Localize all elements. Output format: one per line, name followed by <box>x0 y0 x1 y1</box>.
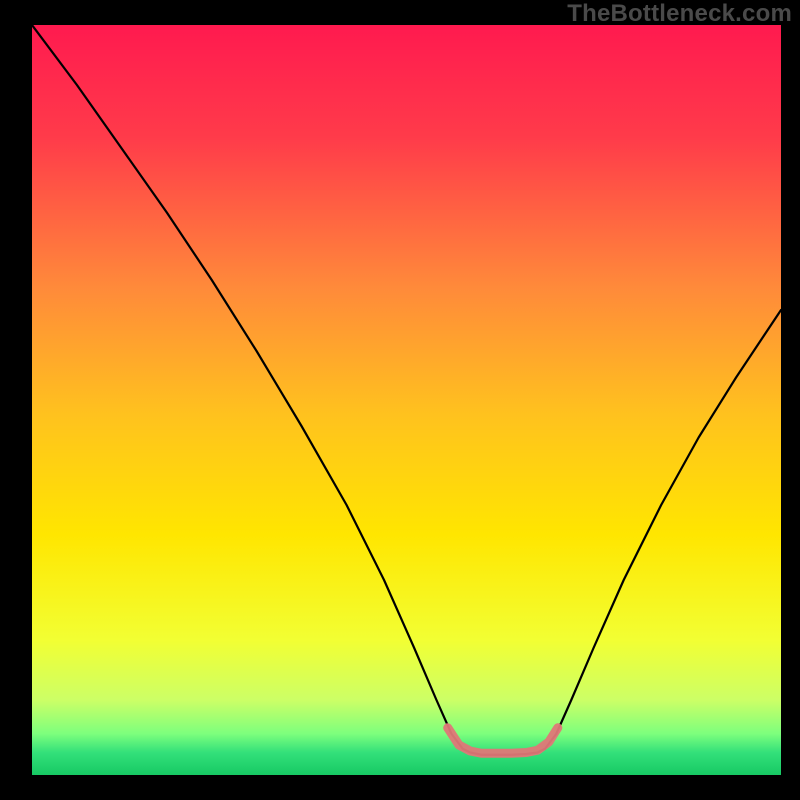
highlight-minimum-band <box>448 728 558 754</box>
watermark-text: TheBottleneck.com <box>567 0 792 28</box>
plot-area <box>32 25 781 775</box>
bottleneck-curve <box>32 25 781 755</box>
curve-layer <box>32 25 781 775</box>
chart-frame: TheBottleneck.com <box>0 0 800 800</box>
